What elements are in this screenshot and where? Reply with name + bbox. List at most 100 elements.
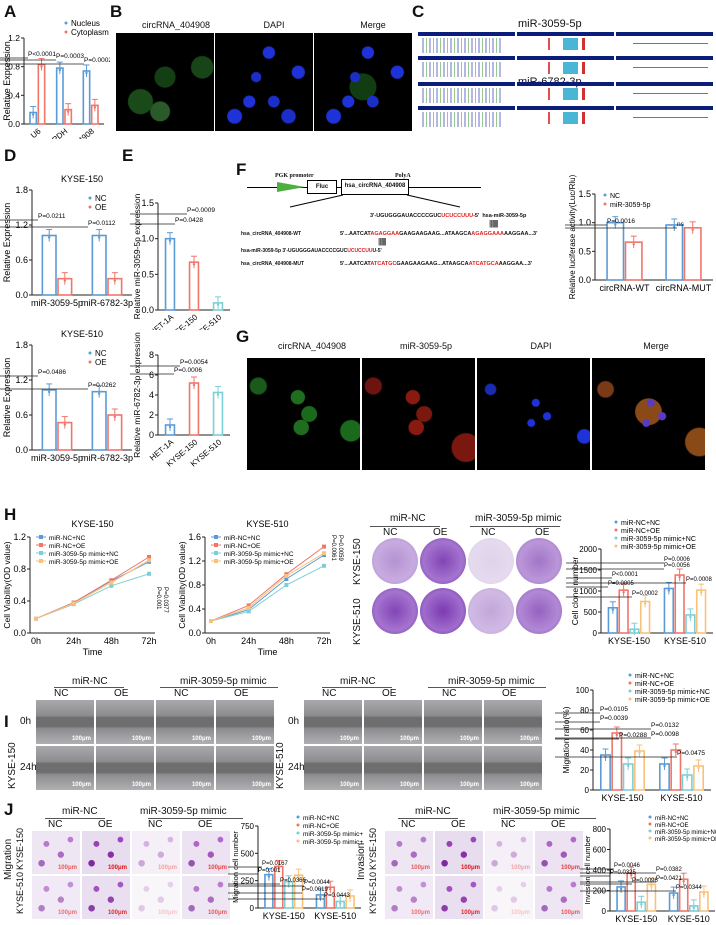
- svg-text:miR-NC+OE: miR-NC+OE: [49, 543, 86, 550]
- wound-image: 100μm: [424, 746, 482, 790]
- c-column-header: [517, 32, 614, 36]
- c-column-header: [616, 82, 713, 86]
- b-title-circrna: circRNA_404908: [141, 20, 211, 30]
- svg-text:Cell Viability(OD value): Cell Viability(OD value): [177, 541, 187, 628]
- i-cell-line: KYSE-510: [275, 742, 286, 789]
- svg-text:miR-NC+OE: miR-NC+OE: [621, 528, 660, 535]
- f-mir-label: hsa-miR-3059-5p 3'-UGUGGGAUACCCCGUCUCUCC…: [241, 248, 382, 254]
- svg-text:1000: 1000: [579, 587, 597, 596]
- svg-text:1.0: 1.0: [141, 234, 154, 244]
- j-assay-label: Migration: [3, 838, 14, 880]
- c-structure-seq: [422, 112, 502, 127]
- c-column-header: [418, 106, 515, 110]
- svg-text:60: 60: [580, 726, 589, 735]
- c-column-header: [418, 56, 515, 60]
- transwell-image: 100μm: [385, 831, 433, 874]
- svg-text:48h: 48h: [104, 636, 119, 646]
- svg-text:0.6: 0.6: [15, 410, 28, 420]
- svg-text:P=0.0377: P=0.0377: [162, 587, 168, 614]
- i-col-label: OE: [382, 688, 397, 699]
- f-insert-box: hsa_circRNA_404908: [341, 179, 409, 195]
- svg-text:miR-NC+NC: miR-NC+NC: [621, 520, 660, 527]
- svg-text:0: 0: [250, 904, 255, 913]
- svg-text:KYSE-510: KYSE-510: [314, 911, 356, 921]
- j-row-label: KYSE-510: [15, 871, 25, 914]
- h-group-mirnc: miR-NC: [390, 513, 426, 524]
- svg-text:circRNA-MUT: circRNA-MUT: [656, 283, 712, 293]
- wound-image: 100μm: [364, 746, 422, 790]
- svg-text:P=0.0002: P=0.0002: [632, 591, 659, 597]
- j-group-mimic: miR-3059-5p mimic: [493, 806, 580, 817]
- j-group-mirnc: miR-NC: [415, 806, 451, 817]
- b-image-dapi: [215, 33, 313, 131]
- j-col-label: OE: [98, 819, 113, 830]
- g-title-dapi: DAPI: [530, 341, 552, 351]
- svg-text:P=0.0132: P=0.0132: [651, 722, 679, 729]
- svg-text:miR-3059-5p mimic+NC: miR-3059-5p mimic+NC: [49, 551, 119, 558]
- svg-text:KYSE-150: KYSE-150: [263, 911, 305, 921]
- svg-text:0: 0: [585, 786, 590, 795]
- svg-text:0.0: 0.0: [8, 119, 20, 129]
- svg-text:2: 2: [149, 410, 154, 420]
- svg-text:0.0: 0.0: [15, 290, 28, 300]
- svg-text:miR-3059-5p mimic+OE: miR-3059-5p mimic+OE: [303, 839, 363, 846]
- colony-dish: [516, 588, 562, 634]
- svg-text:KYSE-510: KYSE-510: [660, 793, 702, 803]
- g-image-merge: [592, 358, 705, 470]
- svg-text:KYSE-150: KYSE-150: [615, 914, 657, 924]
- svg-text:NC: NC: [95, 349, 107, 358]
- transwell-image: 100μm: [485, 831, 533, 874]
- svg-text:250: 250: [241, 877, 255, 886]
- i-group-mirnc: miR-NC: [340, 676, 376, 687]
- j-group-mirnc: miR-NC: [62, 806, 98, 817]
- svg-text:24h: 24h: [241, 636, 256, 646]
- b-title-merge: Merge: [360, 20, 386, 30]
- svg-text:0h: 0h: [206, 636, 216, 646]
- svg-text:0.6: 0.6: [15, 255, 28, 265]
- svg-text:P=0.0003: P=0.0003: [56, 53, 84, 60]
- svg-text:0h: 0h: [31, 636, 41, 646]
- svg-text:miR-3059-5p mimic+NC: miR-3059-5p mimic+NC: [621, 536, 696, 543]
- svg-text:Time: Time: [83, 647, 103, 657]
- transwell-image: 100μm: [82, 831, 130, 874]
- f-wt-label: hsa_circRNA_404908-WT: [241, 231, 302, 237]
- c-group-title: miR-3059-5p: [518, 18, 582, 30]
- svg-text:miR-3059-5p mimic+NC: miR-3059-5p mimic+NC: [224, 551, 294, 558]
- c-local-au: [543, 88, 593, 100]
- svg-text:P=0.0366: P=0.0366: [280, 878, 307, 884]
- transwell-image: 100μm: [32, 876, 80, 919]
- svg-text:0: 0: [149, 430, 154, 440]
- svg-text:miR-NC+OE: miR-NC+OE: [303, 823, 340, 830]
- svg-text:P=0.0443: P=0.0443: [324, 893, 351, 899]
- svg-text:0.0: 0.0: [15, 445, 28, 455]
- svg-text:KYSE-510: KYSE-510: [668, 914, 710, 924]
- svg-text:miR-3059-5p: miR-3059-5p: [31, 453, 83, 463]
- panel-label-e: E: [122, 146, 134, 165]
- svg-text:0: 0: [602, 907, 607, 916]
- j-row-label: KYSE-150: [368, 827, 378, 870]
- svg-text:miR-NC+NC: miR-NC+NC: [224, 535, 261, 542]
- i-col-label: OE: [234, 688, 249, 699]
- wound-image: 100μm: [156, 746, 214, 790]
- wound-image: 100μm: [364, 700, 422, 744]
- svg-text:24h: 24h: [66, 636, 81, 646]
- svg-text:0.8: 0.8: [13, 564, 26, 574]
- svg-text:0.0: 0.0: [13, 628, 26, 638]
- svg-text:Relative luciferase activity(L: Relative luciferase activity(Luc/Rlu): [568, 174, 577, 299]
- svg-text:KYSE-150: KYSE-150: [61, 174, 103, 184]
- svg-text:Nucleus: Nucleus: [71, 19, 100, 28]
- f-pairing-bars: ||||||||: [489, 219, 499, 228]
- h-col-oe: OE: [535, 527, 550, 538]
- panel-label-a: A: [4, 2, 17, 21]
- f-mut-seq: 5'...AATCATATCATGCGAAGAAGAAG...ATAAGCAAT…: [340, 261, 533, 267]
- svg-text:miR-3059-5p mimic+NC: miR-3059-5p mimic+NC: [655, 830, 716, 836]
- h-row-kyse150: KYSE-150: [352, 538, 363, 585]
- svg-text:P=0.0054: P=0.0054: [180, 359, 208, 366]
- g-title-circrna: circRNA_404908: [277, 341, 347, 351]
- c-local-au: [543, 112, 593, 124]
- svg-text:0.8: 0.8: [188, 580, 201, 590]
